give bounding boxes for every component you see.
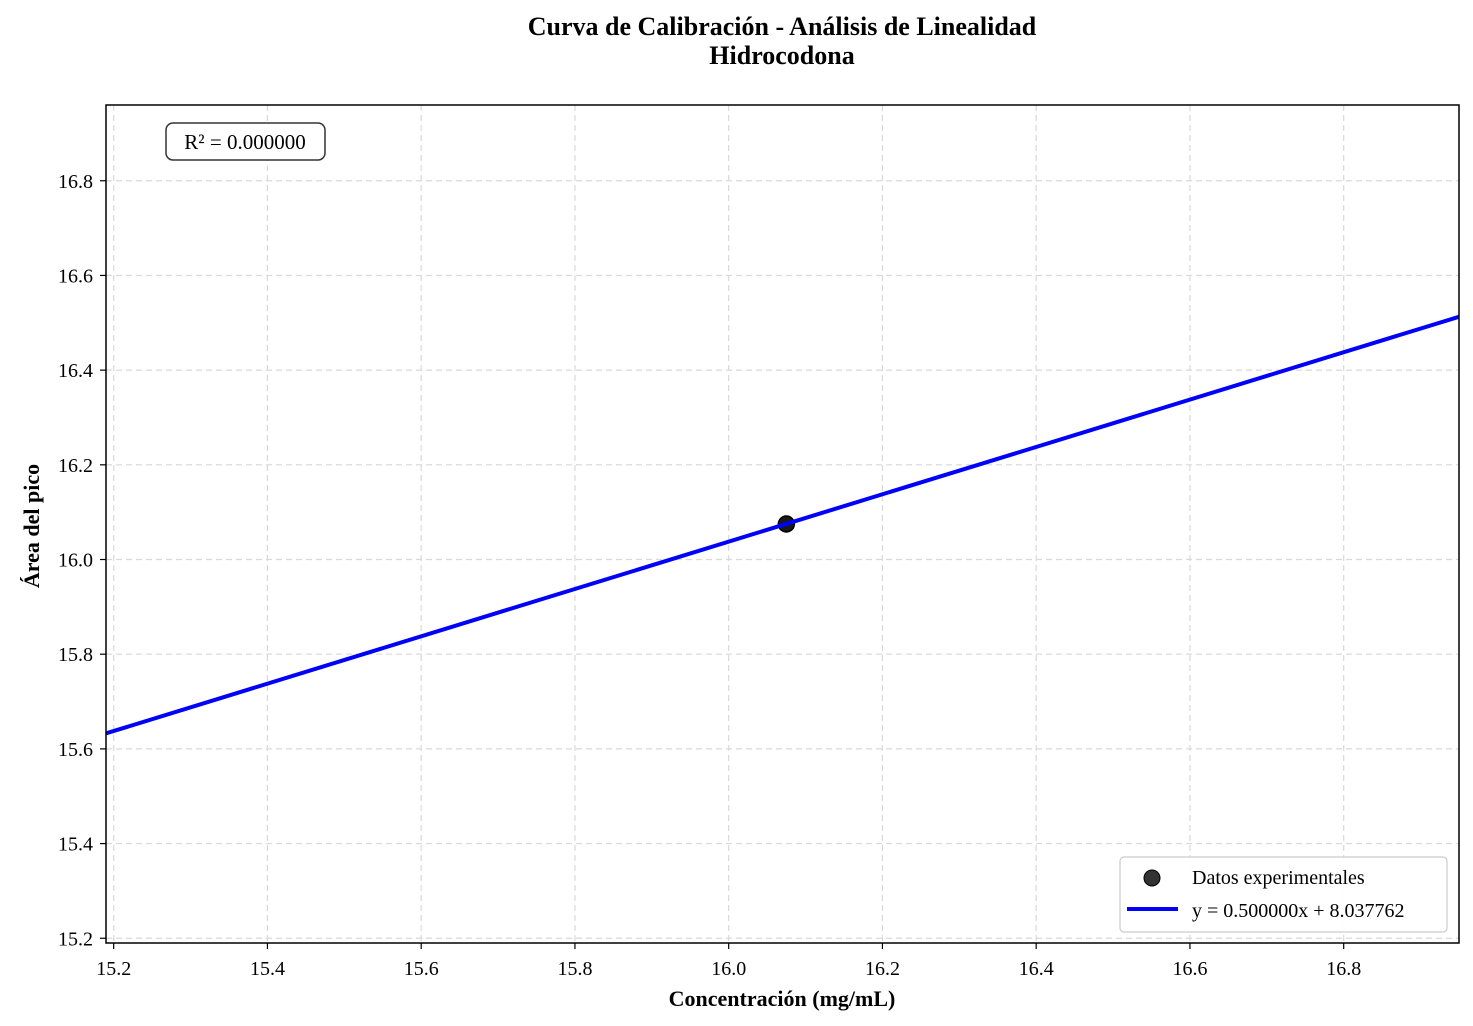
- x-tick-label-0: 15.2: [96, 958, 131, 980]
- legend: Datos experimentales y = 0.500000x + 8.0…: [1119, 856, 1448, 933]
- legend-box: [1119, 856, 1448, 933]
- grid-lines: [106, 105, 1459, 943]
- x-tick-label-5: 16.2: [865, 958, 900, 980]
- y-tick-label-8: 16.8: [58, 171, 93, 193]
- y-tick-label-0: 15.2: [58, 928, 93, 950]
- annotation-text: R² = 0.000000: [184, 130, 305, 154]
- legend-label-scatter: Datos experimentales: [1192, 867, 1365, 889]
- y-tick-label-6: 16.4: [58, 360, 93, 382]
- x-tick-label-4: 16.0: [711, 958, 746, 980]
- legend-label-line: y = 0.500000x + 8.037762: [1192, 900, 1405, 922]
- y-axis-label: Área del pico: [19, 464, 44, 588]
- x-tick-label-8: 16.8: [1326, 958, 1361, 980]
- x-tick-label-1: 15.4: [250, 958, 285, 980]
- chart-title-line-2: Hidrocodona: [709, 41, 854, 70]
- legend-marker-scatter: [1143, 869, 1161, 887]
- x-tick-label-3: 15.8: [557, 958, 592, 980]
- annotation-box: [165, 122, 326, 161]
- chart-title-line-1: Curva de Calibración - Análisis de Linea…: [528, 12, 1037, 41]
- x-axis-label: Concentración (mg/mL): [669, 986, 896, 1011]
- y-tick-label-3: 15.8: [58, 644, 93, 666]
- y-tick-label-5: 16.2: [58, 455, 93, 477]
- x-tick-label-2: 15.6: [404, 958, 439, 980]
- y-tick-label-2: 15.6: [58, 739, 93, 761]
- axis-ticks: 15.2 15.4 15.6 15.8 16.0 16.2 16.4 16.6 16.8 15.2…: [58, 171, 1361, 980]
- y-tick-label-4: 16.0: [58, 550, 93, 572]
- r-squared-annotation: R² = 0.000000: [165, 122, 326, 161]
- plot-frame: [105, 104, 1460, 944]
- x-tick-label-6: 16.4: [1019, 958, 1054, 980]
- data-marks: [106, 314, 1459, 736]
- x-tick-label-7: 16.6: [1172, 958, 1207, 980]
- y-tick-label-1: 15.4: [58, 834, 93, 856]
- y-tick-label-7: 16.6: [58, 265, 93, 287]
- regression-line: [106, 314, 1459, 736]
